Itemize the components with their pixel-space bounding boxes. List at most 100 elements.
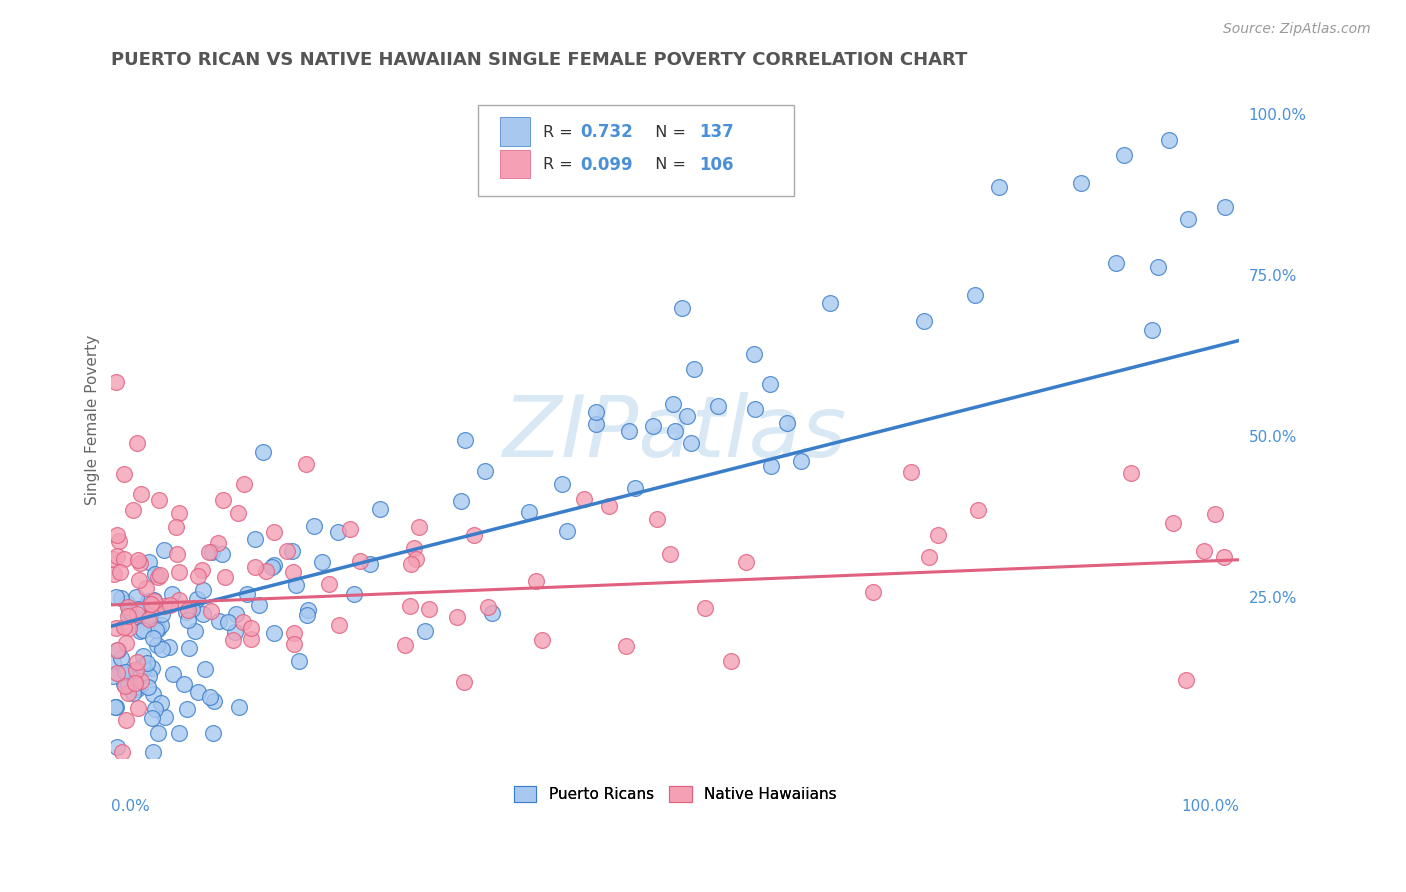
Point	[614, 639, 637, 653]
Point	[128, 573, 150, 587]
Text: 106: 106	[699, 155, 734, 174]
Point	[105, 700, 128, 714]
Point	[658, 547, 681, 561]
Point	[245, 559, 267, 574]
Point	[141, 599, 163, 613]
Point	[676, 409, 699, 423]
Text: ZIPatlas: ZIPatlas	[503, 392, 848, 475]
Point	[174, 605, 197, 619]
Point	[148, 726, 170, 740]
Point	[118, 606, 141, 620]
Point	[1105, 256, 1128, 270]
Point	[173, 676, 195, 690]
Point	[671, 301, 693, 315]
Point	[131, 674, 153, 689]
Point	[101, 668, 124, 682]
Point	[212, 492, 235, 507]
Point	[202, 726, 225, 740]
Point	[200, 604, 222, 618]
Point	[759, 377, 782, 392]
Point	[105, 643, 128, 657]
Point	[912, 314, 935, 328]
Point	[222, 633, 245, 648]
Point	[519, 505, 541, 519]
Point	[112, 620, 135, 634]
Point	[681, 435, 703, 450]
Point	[862, 585, 884, 599]
Point	[662, 397, 685, 411]
Text: 100.0%: 100.0%	[1181, 799, 1239, 814]
Point	[524, 574, 547, 588]
Point	[165, 520, 187, 534]
Point	[138, 612, 160, 626]
Point	[124, 680, 146, 694]
Point	[239, 621, 262, 635]
Point	[1213, 550, 1236, 565]
Point	[176, 702, 198, 716]
Point	[127, 602, 149, 616]
Legend: Puerto Ricans, Native Hawaiians: Puerto Ricans, Native Hawaiians	[508, 780, 844, 808]
Point	[136, 657, 159, 671]
Point	[683, 361, 706, 376]
Point	[131, 659, 153, 673]
Point	[138, 555, 160, 569]
Point	[359, 558, 381, 572]
Point	[160, 587, 183, 601]
Point	[263, 525, 285, 540]
Point	[125, 675, 148, 690]
Point	[720, 654, 742, 668]
Point	[228, 699, 250, 714]
Point	[124, 664, 146, 678]
Point	[759, 459, 782, 474]
Point	[107, 643, 129, 657]
Point	[446, 609, 468, 624]
Point	[142, 632, 165, 646]
Point	[477, 600, 499, 615]
Point	[217, 615, 239, 629]
Point	[112, 677, 135, 691]
Point	[295, 608, 318, 623]
Point	[226, 506, 249, 520]
Point	[177, 603, 200, 617]
Point	[1140, 322, 1163, 336]
Point	[418, 602, 440, 616]
Point	[297, 602, 319, 616]
Point	[153, 710, 176, 724]
Point	[775, 416, 797, 430]
Point	[142, 594, 165, 608]
Point	[146, 570, 169, 584]
Point	[127, 607, 149, 621]
Point	[114, 665, 136, 680]
Text: N =: N =	[645, 125, 690, 140]
Point	[1177, 212, 1199, 227]
Point	[1204, 507, 1226, 521]
Point	[530, 633, 553, 648]
Point	[114, 679, 136, 693]
Point	[245, 532, 267, 546]
Point	[191, 563, 214, 577]
Point	[1175, 673, 1198, 687]
Point	[132, 624, 155, 638]
Point	[194, 662, 217, 676]
Point	[252, 445, 274, 459]
Point	[598, 499, 620, 513]
Point	[145, 624, 167, 638]
Text: 0.0%: 0.0%	[111, 799, 150, 814]
Point	[142, 745, 165, 759]
Point	[311, 555, 333, 569]
Point	[211, 547, 233, 561]
Point	[394, 638, 416, 652]
Point	[187, 569, 209, 583]
Text: 0.732: 0.732	[581, 123, 633, 141]
Point	[224, 625, 246, 640]
Point	[283, 637, 305, 651]
Point	[110, 745, 132, 759]
Point	[343, 587, 366, 601]
Point	[105, 621, 128, 635]
Point	[129, 487, 152, 501]
Point	[1121, 466, 1143, 480]
Point	[135, 581, 157, 595]
Point	[143, 593, 166, 607]
Point	[1163, 516, 1185, 530]
Point	[101, 657, 124, 671]
